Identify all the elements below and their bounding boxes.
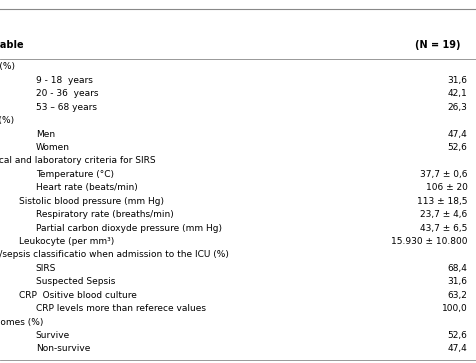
Text: Sistolic blood pressure (mm Hg): Sistolic blood pressure (mm Hg) bbox=[19, 197, 164, 206]
Text: Variable: Variable bbox=[0, 40, 24, 50]
Text: 43,7 ± 6,5: 43,7 ± 6,5 bbox=[419, 224, 466, 233]
Text: SIRS/sepsis classificatio when admission to the ICU (%): SIRS/sepsis classificatio when admission… bbox=[0, 250, 228, 260]
Text: Temperature (°C): Temperature (°C) bbox=[36, 170, 114, 179]
Text: 52,6: 52,6 bbox=[446, 331, 466, 340]
Text: Leukocyte (per mm³): Leukocyte (per mm³) bbox=[19, 237, 114, 246]
Text: Suspected Sepsis: Suspected Sepsis bbox=[36, 277, 115, 286]
Text: 106 ± 20: 106 ± 20 bbox=[425, 183, 466, 192]
Text: Non-survive: Non-survive bbox=[36, 344, 90, 354]
Text: 53 – 68 years: 53 – 68 years bbox=[36, 103, 97, 112]
Text: SIRS: SIRS bbox=[36, 264, 56, 273]
Text: (N = 19): (N = 19) bbox=[414, 40, 459, 50]
Text: Partial carbon dioxyde pressure (mm Hg): Partial carbon dioxyde pressure (mm Hg) bbox=[36, 224, 221, 233]
Text: CRP  Ositive blood culture: CRP Ositive blood culture bbox=[19, 291, 137, 300]
Text: 20 - 36  years: 20 - 36 years bbox=[36, 89, 98, 98]
Text: 68,4: 68,4 bbox=[446, 264, 466, 273]
Text: 15.930 ± 10.800: 15.930 ± 10.800 bbox=[390, 237, 466, 246]
Text: Heart rate (beats/min): Heart rate (beats/min) bbox=[36, 183, 137, 192]
Text: 37,7 ± 0,6: 37,7 ± 0,6 bbox=[419, 170, 466, 179]
Text: 52,6: 52,6 bbox=[446, 143, 466, 152]
Text: Clinical and laboratory criteria for SIRS: Clinical and laboratory criteria for SIR… bbox=[0, 156, 155, 166]
Text: CRP levels more than referece values: CRP levels more than referece values bbox=[36, 304, 205, 313]
Text: Survive: Survive bbox=[36, 331, 70, 340]
Text: Respiratory rate (breaths/min): Respiratory rate (breaths/min) bbox=[36, 210, 173, 219]
Text: Men: Men bbox=[36, 130, 55, 139]
Text: 42,1: 42,1 bbox=[447, 89, 466, 98]
Text: 47,4: 47,4 bbox=[447, 344, 466, 354]
Text: 100,0: 100,0 bbox=[441, 304, 466, 313]
Text: 23,7 ± 4,6: 23,7 ± 4,6 bbox=[419, 210, 466, 219]
Text: Age (%): Age (%) bbox=[0, 62, 14, 72]
Text: 31,6: 31,6 bbox=[446, 277, 466, 286]
Text: Outcomes (%): Outcomes (%) bbox=[0, 318, 43, 327]
Text: 26,3: 26,3 bbox=[446, 103, 466, 112]
Text: 113 ± 18,5: 113 ± 18,5 bbox=[416, 197, 466, 206]
Text: 47,4: 47,4 bbox=[447, 130, 466, 139]
Text: Sex (%): Sex (%) bbox=[0, 116, 14, 125]
Text: Women: Women bbox=[36, 143, 69, 152]
Text: 31,6: 31,6 bbox=[446, 76, 466, 85]
Text: 63,2: 63,2 bbox=[446, 291, 466, 300]
Text: 9 - 18  years: 9 - 18 years bbox=[36, 76, 92, 85]
